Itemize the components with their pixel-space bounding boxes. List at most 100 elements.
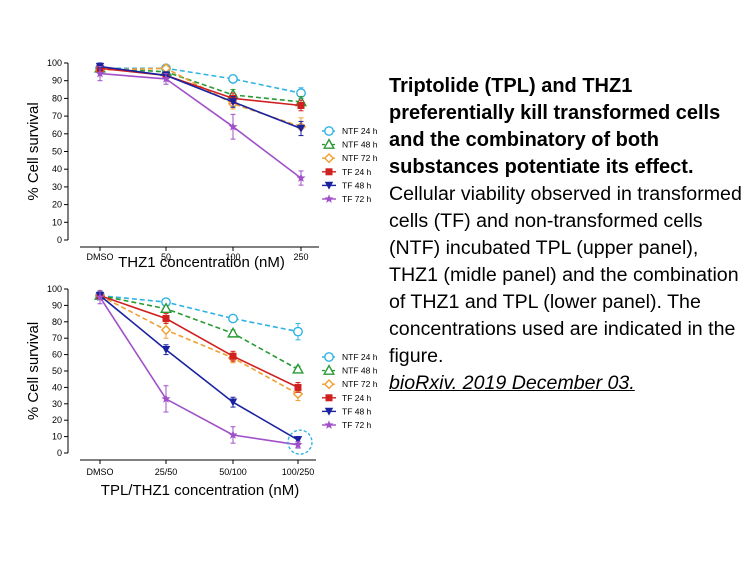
data-point [160, 324, 172, 336]
y-tick-label: 20 [52, 200, 62, 210]
legend-label: TF 72 h [342, 420, 372, 430]
y-tick-label: 60 [52, 129, 62, 139]
legend-label: NTF 48 h [342, 366, 378, 376]
y-tick-label: 10 [52, 432, 62, 442]
y-tick-label: 30 [52, 182, 62, 192]
y-tick-label: 40 [52, 164, 62, 174]
y-tick-label: 100 [47, 58, 62, 68]
data-point [228, 313, 238, 324]
caption-title: Triptolide (TPL) and THZ1 preferentially… [389, 75, 721, 178]
data-point [324, 181, 334, 190]
series-tf-72-h [95, 66, 306, 186]
series-line [100, 67, 302, 94]
legend-label: NTF 48 h [342, 140, 378, 150]
y-tick-label: 70 [52, 111, 62, 121]
data-point [324, 420, 334, 429]
x-tick-label: 50 [161, 252, 171, 262]
data-point [296, 173, 306, 182]
y-tick-label: 80 [52, 93, 62, 103]
data-point [325, 394, 333, 402]
legend: NTF 24 h NTF 48 h NTF 72 h TF 24 h TF 48 h TF… [322, 126, 378, 204]
y-tick-label: 100 [47, 284, 62, 294]
data-point [293, 326, 303, 337]
legend-label: TF 48 h [342, 180, 372, 190]
y-tick-label: 0 [57, 448, 62, 458]
series-line [99, 65, 302, 130]
figure-panels: 0 10 20 30 40 50 60 70 80 90 100 % Cell survival DMS… [25, 58, 378, 499]
y-tick-label: 60 [52, 350, 62, 360]
y-tick-label: 70 [52, 333, 62, 343]
y-axis-label: % Cell survival [25, 322, 42, 420]
data-point [228, 121, 238, 131]
data-point [95, 292, 105, 302]
data-point [228, 98, 238, 107]
y-tick-label: 40 [52, 382, 62, 392]
y-tick-label: 50 [52, 147, 62, 157]
series-ntf-72-h [94, 290, 304, 402]
y-tick-label: 80 [52, 317, 62, 327]
data-point [160, 302, 172, 313]
x-axis-label: THZ1 concentration (nM) [118, 254, 285, 271]
data-point [228, 398, 238, 407]
x-tick-label: 100/250 [282, 467, 315, 477]
annotation-circle [287, 429, 313, 455]
caption-citation: bioRxiv. 2019 December 03. [389, 372, 635, 394]
chart-panel-1: 0 10 20 30 40 50 60 70 80 90 100 % Cell survival DMS… [25, 58, 378, 271]
legend-label: NTF 24 h [342, 126, 378, 136]
legend: NTF 24 h NTF 48 h NTF 72 h TF 24 h TF 48 h TF… [322, 352, 378, 430]
series-line [99, 72, 302, 179]
data-point [323, 379, 335, 390]
series-tf-24-h [96, 291, 302, 393]
legend-label: NTF 72 h [342, 153, 378, 163]
data-point [324, 407, 334, 416]
data-point [323, 153, 335, 164]
data-point [324, 194, 334, 203]
data-point [161, 74, 171, 83]
data-point [297, 101, 305, 109]
figure-caption: Triptolide (TPL) and THZ1 preferentially… [389, 73, 749, 397]
series-line [99, 294, 299, 395]
data-point [293, 440, 303, 449]
series-line [99, 294, 299, 371]
y-tick-label: 20 [52, 415, 62, 425]
series-line [99, 67, 302, 103]
data-point [227, 326, 239, 338]
data-point [325, 168, 333, 176]
data-point [323, 364, 335, 375]
data-point [296, 124, 306, 133]
series-ntf-24-h [95, 290, 303, 341]
data-point [323, 138, 335, 149]
chart-panel-2: 0 10 20 30 40 50 60 70 80 90 100 % Cell survival DMS… [25, 284, 378, 499]
data-point [292, 362, 304, 374]
x-tick-label: 25/50 [155, 467, 178, 477]
legend-label: TF 24 h [342, 167, 372, 177]
data-point [324, 126, 334, 136]
legend-label: TF 48 h [342, 406, 372, 416]
data-point [162, 315, 170, 323]
legend-label: TF 72 h [342, 194, 372, 204]
data-point [161, 345, 171, 354]
series-line [99, 294, 299, 389]
data-point [228, 74, 238, 84]
data-point [228, 430, 238, 439]
y-tick-label: 50 [52, 366, 62, 376]
x-tick-label: 50/100 [219, 467, 247, 477]
series-line [99, 67, 302, 128]
series-line [99, 294, 299, 441]
series-line [99, 296, 299, 446]
legend-label: NTF 72 h [342, 379, 378, 389]
x-tick-label: DMSO [87, 252, 114, 262]
y-axis-label: % Cell survival [25, 102, 42, 200]
data-point [324, 352, 334, 362]
data-point [294, 383, 302, 391]
series-line [99, 67, 302, 107]
x-tick-label: 250 [293, 252, 308, 262]
y-tick-label: 30 [52, 399, 62, 409]
series-tf-72-h [95, 290, 303, 449]
y-tick-label: 90 [52, 300, 62, 310]
y-tick-label: 0 [57, 235, 62, 245]
data-point [229, 352, 237, 360]
series-tf-48-h [95, 291, 303, 445]
legend-label: TF 24 h [342, 393, 372, 403]
data-point [161, 394, 171, 403]
